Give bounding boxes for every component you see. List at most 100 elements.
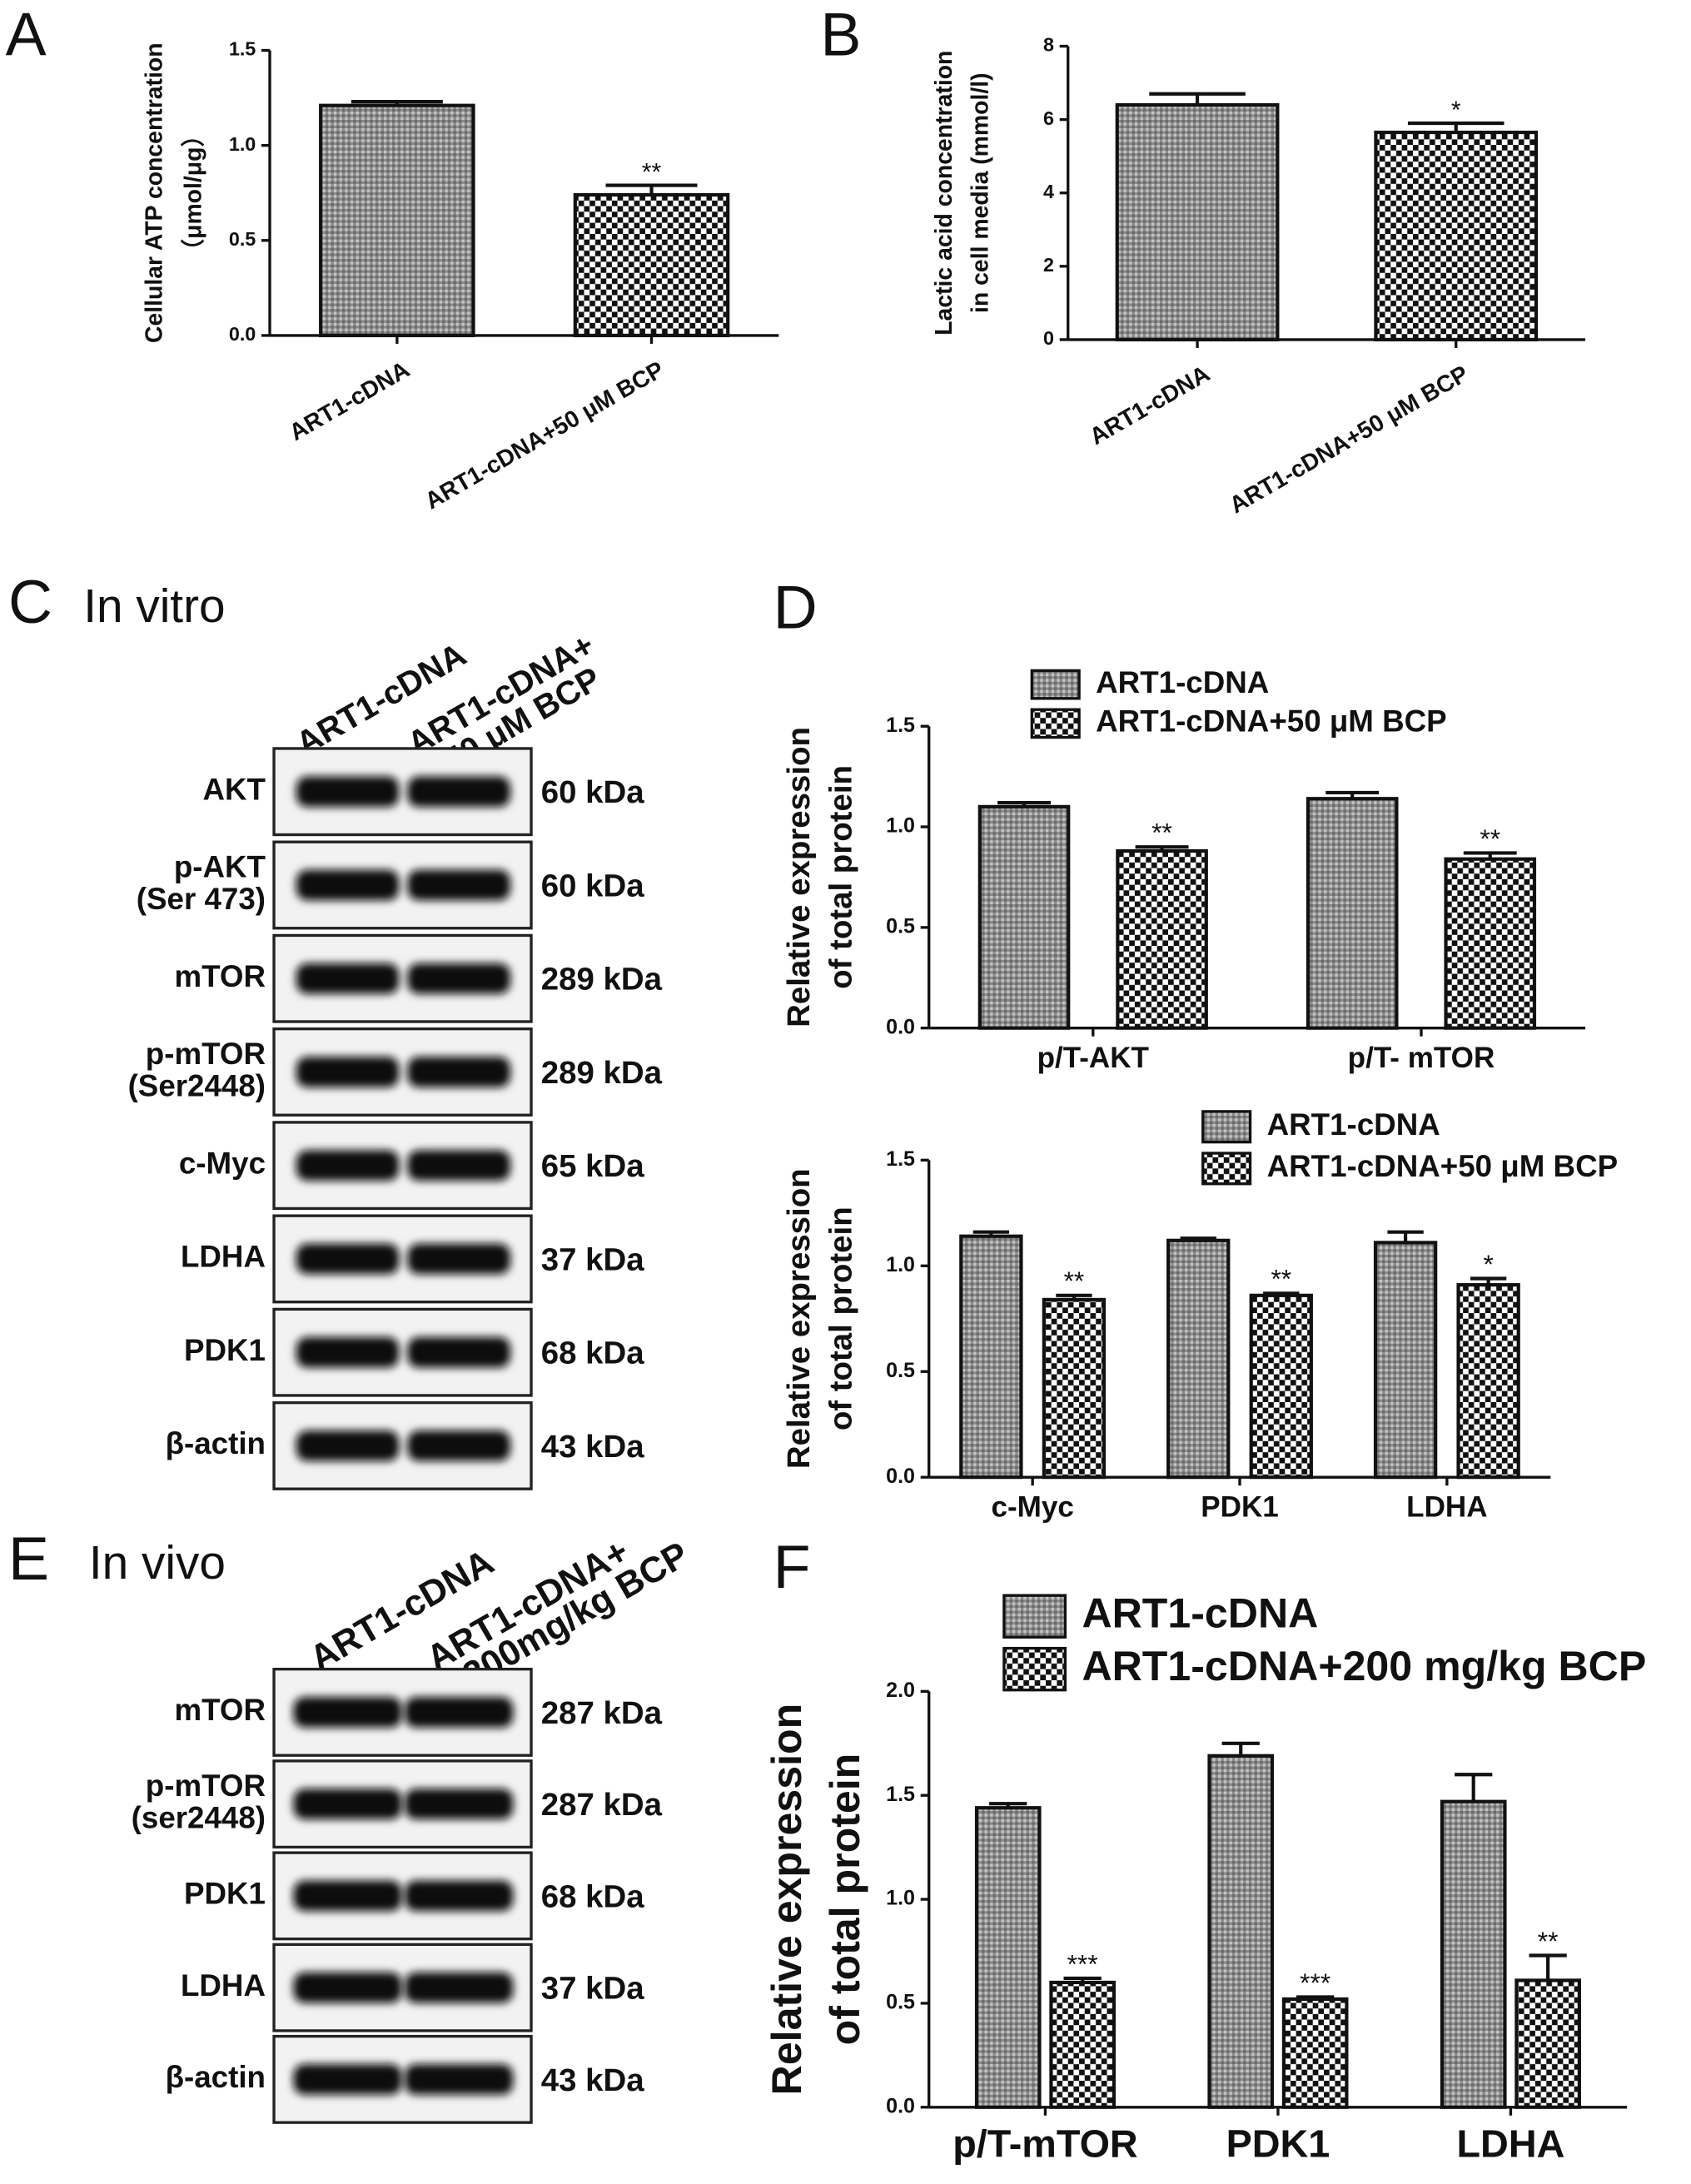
x-tick-label: p/T-AKT bbox=[1037, 1042, 1150, 1074]
x-tick-label: PDK1 bbox=[1201, 1491, 1279, 1524]
y-axis-label: Cellular ATP concentration bbox=[142, 42, 168, 343]
legend-label: ART1-cDNA+50 μM BCP bbox=[1096, 704, 1447, 739]
bar bbox=[1207, 1754, 1275, 2109]
blot-band bbox=[405, 1788, 514, 1820]
y-tick-label: 0.0 bbox=[886, 1465, 915, 1488]
molecular-weight: 289 kDa bbox=[541, 1055, 663, 1091]
significance: ** bbox=[1480, 823, 1500, 853]
blot-band bbox=[407, 776, 510, 808]
blot-band bbox=[296, 963, 400, 994]
blot-band bbox=[293, 1880, 402, 1912]
blot-band bbox=[296, 1243, 400, 1275]
y-tick-label: 0.5 bbox=[886, 1991, 915, 2014]
panel-letter: E bbox=[8, 1524, 49, 1593]
significance: ** bbox=[1064, 1266, 1085, 1296]
y-axis-label: Relative expression bbox=[781, 727, 817, 1027]
bar bbox=[1440, 1799, 1507, 2109]
legend-label: ART1-cDNA bbox=[1267, 1107, 1440, 1142]
blot-band bbox=[405, 1880, 514, 1912]
molecular-weight: 65 kDa bbox=[541, 1148, 644, 1184]
significance: *** bbox=[1067, 1948, 1098, 1978]
row-label: β-actin bbox=[166, 1426, 266, 1460]
molecular-weight: 60 kDa bbox=[541, 774, 644, 810]
bar bbox=[974, 1806, 1042, 2109]
significance: *** bbox=[1300, 1968, 1330, 1997]
y-axis-label: of total protein bbox=[823, 765, 858, 989]
y-axis-label: Relative expression bbox=[763, 1704, 810, 2096]
y-axis-label: in cell media (mmol/l) bbox=[967, 72, 994, 313]
blot-band bbox=[405, 2063, 514, 2095]
bar bbox=[1166, 1238, 1231, 1480]
x-tick-label: p/T- mTOR bbox=[1348, 1042, 1495, 1074]
y-axis-label: Relative expression bbox=[781, 1168, 817, 1469]
bar bbox=[977, 804, 1071, 1030]
x-tick-label: LDHA bbox=[1406, 1491, 1487, 1524]
bar bbox=[1306, 797, 1399, 1030]
blot-band bbox=[407, 1150, 510, 1182]
y-axis-label: Lactic acid concentration bbox=[931, 51, 957, 336]
row-label: (ser2448) bbox=[132, 1801, 266, 1835]
row-label: PDK1 bbox=[184, 1877, 266, 1911]
legend-label: ART1-cDNA bbox=[1082, 1589, 1318, 1636]
y-tick-label: 1.0 bbox=[886, 814, 915, 838]
blot-band bbox=[296, 1057, 400, 1087]
legend-swatch bbox=[1201, 1152, 1252, 1186]
legend-label: ART1-cDNA+200 mg/kg BCP bbox=[1082, 1643, 1646, 1689]
blot-title: In vitro bbox=[83, 580, 225, 633]
panel-letter: C bbox=[8, 567, 52, 636]
x-tick-label: ART1-cDNA+50 μM BCP bbox=[1225, 361, 1473, 520]
bar bbox=[959, 1234, 1023, 1480]
row-label: p-AKT bbox=[174, 849, 266, 883]
molecular-weight: 289 kDa bbox=[541, 962, 663, 997]
row-label: LDHA bbox=[181, 1240, 266, 1274]
y-tick-label: 4 bbox=[1043, 181, 1054, 202]
molecular-weight: 287 kDa bbox=[541, 1787, 663, 1823]
row-label: (Ser2448) bbox=[128, 1068, 266, 1102]
y-tick-label: 8 bbox=[1043, 34, 1054, 56]
significance: * bbox=[1483, 1249, 1493, 1279]
blot-band bbox=[293, 1697, 402, 1728]
molecular-weight: 60 kDa bbox=[541, 868, 644, 903]
y-tick-label: 0 bbox=[1043, 327, 1054, 349]
y-tick-label: 0.0 bbox=[886, 1015, 915, 1038]
legend-swatch bbox=[1002, 1594, 1067, 1639]
panel-letter: F bbox=[773, 1532, 811, 1601]
x-tick-label: ART1-cDNA+50 μM BCP bbox=[420, 356, 669, 515]
bar bbox=[1374, 130, 1539, 341]
blot-band bbox=[407, 963, 510, 994]
bar bbox=[1444, 857, 1537, 1030]
x-tick-label: p/T-mTOR bbox=[952, 2122, 1138, 2166]
x-tick-label: ART1-cDNA bbox=[285, 356, 414, 446]
y-tick-label: 6 bbox=[1043, 107, 1054, 129]
bar bbox=[1456, 1283, 1520, 1480]
blot-band bbox=[296, 869, 400, 901]
bar bbox=[1373, 1241, 1438, 1480]
blot-band bbox=[405, 1697, 514, 1728]
y-tick-label: 0.0 bbox=[229, 323, 256, 345]
y-tick-label: 1.5 bbox=[886, 714, 915, 737]
blot-band bbox=[296, 1150, 400, 1182]
blot-band bbox=[405, 1972, 514, 2003]
y-tick-label: 0.5 bbox=[886, 914, 915, 938]
bar bbox=[1115, 102, 1280, 341]
blot-band bbox=[293, 2063, 402, 2095]
y-tick-label: 0.5 bbox=[886, 1359, 915, 1382]
significance: ** bbox=[1151, 818, 1172, 848]
x-tick-label: LDHA bbox=[1457, 2122, 1565, 2166]
molecular-weight: 43 kDa bbox=[541, 2062, 644, 2098]
bar bbox=[1249, 1293, 1313, 1480]
row-label: mTOR bbox=[174, 959, 266, 993]
blot-band bbox=[293, 1788, 402, 1820]
row-label: (Ser 473) bbox=[137, 882, 266, 916]
panel-letter: B bbox=[820, 0, 861, 69]
blot-band bbox=[407, 1057, 510, 1087]
x-tick-label: ART1-cDNA bbox=[1085, 361, 1214, 450]
significance: ** bbox=[1538, 1926, 1559, 1956]
blot-title: In vivo bbox=[89, 1537, 226, 1589]
blot-band bbox=[407, 1243, 510, 1275]
panel-letter: A bbox=[6, 0, 47, 69]
legend-swatch bbox=[1201, 1110, 1252, 1144]
molecular-weight: 43 kDa bbox=[541, 1429, 644, 1465]
blot-band bbox=[407, 1336, 510, 1368]
